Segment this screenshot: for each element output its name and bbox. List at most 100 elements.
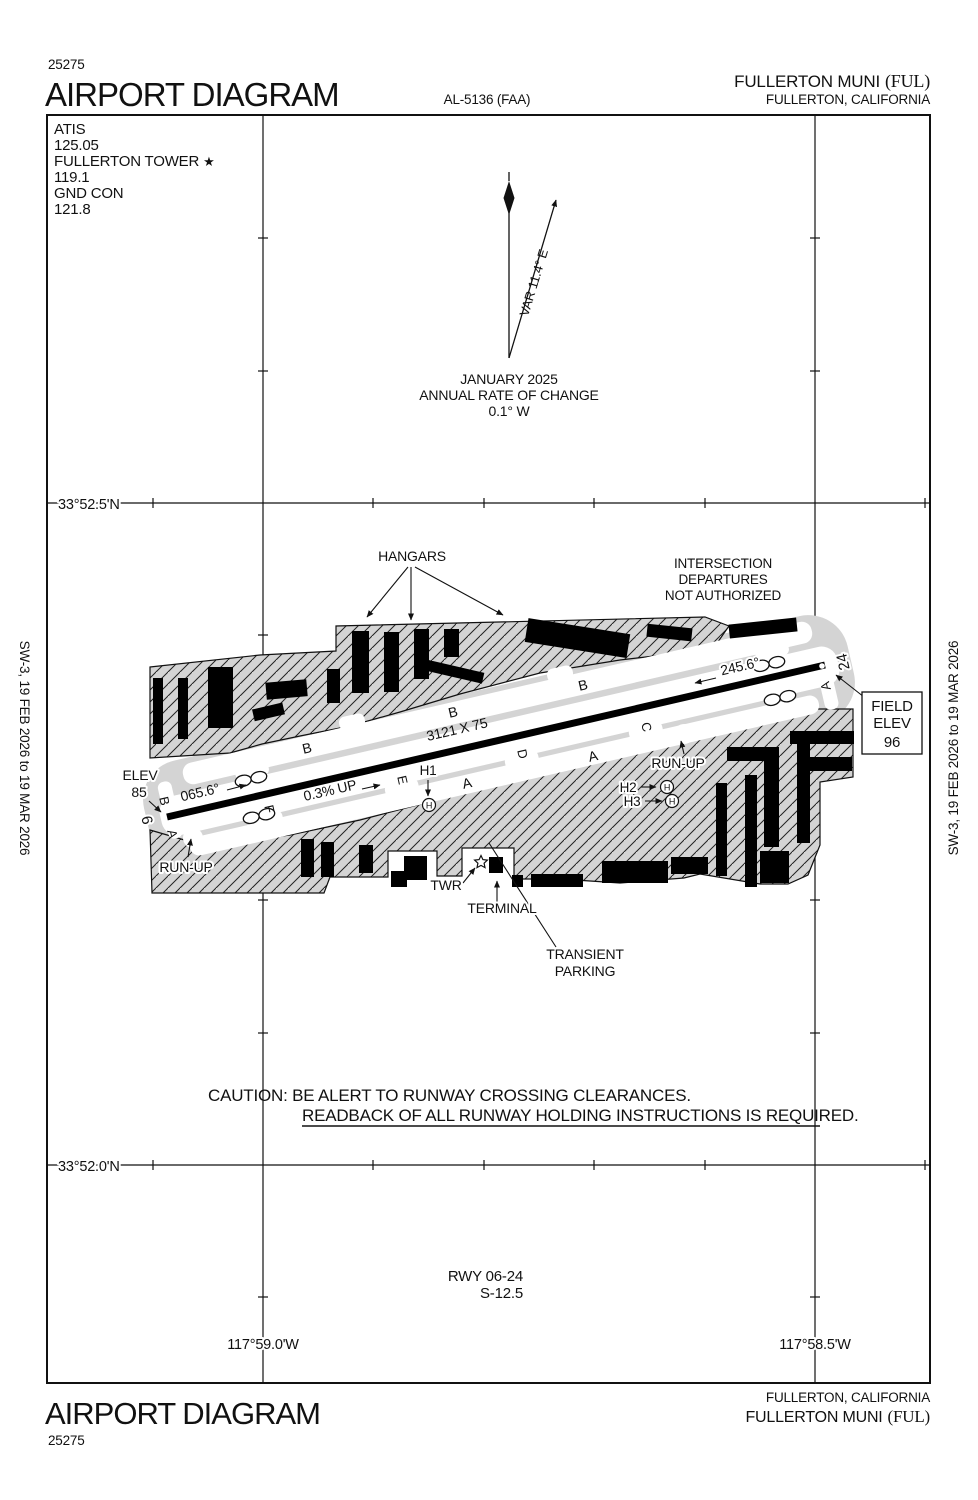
chart-number-bottom: 25275 [48,1433,85,1448]
runup-east-label: RUN-UP [651,755,704,771]
tower-star-icon: ★ [203,154,214,169]
twy-b-label-1: B [301,739,314,757]
longitude-right-label: 117°58.5'W [779,1337,851,1353]
intersection-note-1: INTERSECTION [674,556,772,571]
twy-a-east-end: A [817,680,834,692]
taxiway-b-corridor [182,621,813,785]
ramp-connector-2 [546,665,574,683]
north-arrow-head-icon [503,181,515,215]
atis-label: ATIS [54,121,86,138]
caution-line2: READBACK OF ALL RUNWAY HOLDING INSTRUCTI… [302,1106,859,1125]
city-state: FULLERTON, CALIFORNIA [766,92,930,107]
notes: CAUTION: BE ALERT TO RUNWAY CROSSING CLE… [208,1086,859,1302]
taxiway-e-stub [384,778,419,799]
twy-e-label: E [394,774,411,786]
field-elev-box [861,691,923,755]
page-title: AIRPORT DIAGRAM [45,76,339,113]
twy-b-label-2: B [447,703,460,721]
comm-box: ATIS 125.05 FULLERTON TOWER ★ 119.1 GND C… [54,121,215,218]
ramp-northwest-hatched [149,616,730,759]
north-stub-east [754,640,789,661]
taxiway-a-corridor [189,695,820,856]
ground-label: GND CON [54,185,123,202]
edition-date-right: SW-3, 19 FEB 2026 to 19 MAR 2026 [946,641,961,856]
caution-line1: CAUTION: BE ALERT TO RUNWAY CROSSING CLE… [208,1086,691,1105]
runup-pad-west [183,828,203,848]
runway-strength: S-12.5 [480,1285,523,1302]
tower-freq: 119.1 [54,169,89,186]
twy-d-label: D [514,748,531,760]
runway-end-marker [819,663,825,669]
variation-label: VAR 11.4° E [516,247,551,318]
twy-b-west-end: B [156,795,173,807]
rate-of-change-value: 0.1° W [489,403,531,419]
intersection-note-2: DEPARTURES [678,572,767,587]
intersection-note-3: NOT AUTHORIZED [665,588,782,603]
footer-airport-title: FULLERTON MUNI (FUL) [745,1407,930,1426]
taxiway-d-stub [504,750,539,771]
ramp-connector-1 [338,713,366,731]
runway-06-24 [166,661,826,821]
footer-city-state: FULLERTON, CALIFORNIA [766,1390,930,1405]
twr-label: TWR [430,877,461,893]
field-elev-value: 96 [884,734,900,751]
chart-code: AL-5136 (FAA) [444,92,531,107]
transient-parking-line2: PARKING [555,963,616,979]
edition-date-left: SW-3, 19 FEB 2026 to 19 MAR 2026 [17,641,32,856]
chart-number-top: 25275 [48,57,85,72]
minute-ticks [152,237,926,1298]
runup-pad-east [674,724,694,744]
helipad-h3-icon [664,793,680,809]
h3-label: H3 [624,794,641,809]
ground-freq: 121.8 [54,201,91,218]
leader-arrows [148,566,865,948]
west-end-connector [157,781,183,839]
footer: AIRPORT DIAGRAM 25275 FULLERTON, CALIFOR… [45,1390,930,1448]
latitude-bottom-label: 33°52.0'N [58,1159,120,1175]
neatline-grid [46,114,931,1384]
twy-a-west-end: A [164,828,181,840]
atis-freq: 125.05 [54,137,99,154]
runway-number-24: 24 [833,652,853,672]
coordinate-labels: 33°52.5'N 33°52.0'N 117°59.0'W 117°58.5'… [56,495,854,1355]
field-elev-line2: ELEV [873,715,911,732]
compass-rose: VAR 11.4° E JANUARY 2025 ANNUAL RATE OF … [419,172,599,419]
page-border [46,114,931,1384]
variation-date: JANUARY 2025 [460,371,558,387]
terminal-building [489,857,503,873]
twy-c-label: C [638,721,655,733]
west-elev-value: 85 [131,784,147,800]
h1-label: H1 [420,763,437,778]
taxiway-c-stub [628,721,663,742]
west-elev-label: ELEV [123,767,159,783]
tower-label: FULLERTON TOWER ★ [54,153,215,170]
runway-designator: RWY 06-24 [448,1268,523,1285]
point-symbols: H H H [421,779,680,869]
control-tower-star-icon [473,854,489,869]
transient-parking-line1: TRANSIENT [546,946,624,962]
airport-title: FULLERTON MUNI (FUL) [734,71,930,92]
twy-b-label-3: B [577,676,590,694]
helipad-h3-label: H [669,797,675,807]
hold-pad-symbols [234,655,797,825]
buildings [153,617,854,887]
hangars-label: HANGARS [378,548,446,564]
helipad-h2-label: H [664,783,670,793]
transient-parking-leader [488,842,557,948]
longitude-left-label: 117°59.0'W [227,1337,299,1353]
runup-west-label: RUN-UP [159,859,212,875]
twy-f-label: F [261,803,277,814]
terminal-label: TERMINAL [467,900,537,916]
footer-title: AIRPORT DIAGRAM [45,1396,320,1431]
header: 25275 AIRPORT DIAGRAM AL-5136 (FAA) FULL… [45,57,930,113]
helipad-h2-icon [659,779,675,795]
east-end-connector [815,658,839,710]
helipad-h1-icon [421,797,437,813]
h2-label: H2 [620,780,637,795]
field-elev-line1: FIELD [871,698,913,715]
helipad-h1-label: H [426,801,432,811]
latitude-top-label: 33°52.5'N [58,497,120,513]
variation-arrow [508,199,558,359]
